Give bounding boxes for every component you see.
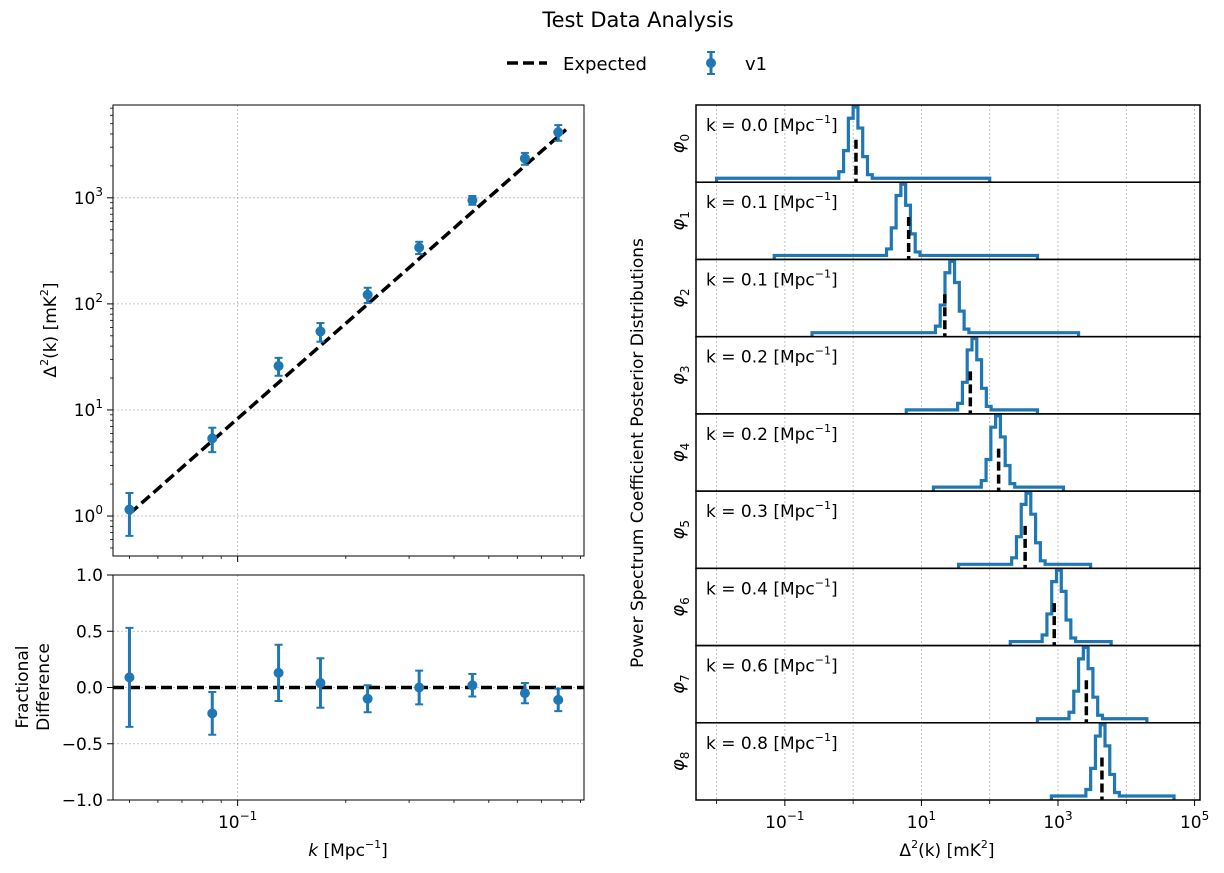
legend-series-label: v1 <box>745 54 767 75</box>
bottom-xlabel: k [Mpc−1] <box>308 838 388 861</box>
posterior-phi-label: φ5 <box>668 520 692 540</box>
posterior-phi-label: φ3 <box>668 366 692 386</box>
data-point <box>519 153 530 164</box>
posterior-phi-label: φ4 <box>668 443 692 463</box>
posterior-phi-label: φ1 <box>668 211 692 231</box>
posterior-histogram <box>772 182 1040 260</box>
data-point <box>207 433 218 444</box>
top-frame <box>112 104 585 557</box>
right-xtick-label: 101 <box>907 809 936 833</box>
data-point <box>467 195 478 206</box>
data-point <box>553 127 564 138</box>
right-xlabel: Δ2(k) [mK2] <box>899 838 994 861</box>
bottom-ytick-label: 0.0 <box>76 679 103 699</box>
figure-title: Test Data Analysis <box>541 8 733 32</box>
posterior-k-label: k = 0.0 [Mpc−1] <box>706 113 838 136</box>
data-point <box>362 693 373 704</box>
right-xtick-label: 103 <box>1043 809 1072 833</box>
posterior-k-label: k = 0.3 [Mpc−1] <box>706 499 838 522</box>
posterior-phi-label: φ2 <box>668 288 692 308</box>
bottom-ylabel-line1: Fractional <box>13 646 33 729</box>
bottom-xtick-label: 10−1 <box>218 809 257 833</box>
posterior-histogram <box>956 491 1093 569</box>
data-point <box>414 682 425 693</box>
data-point <box>414 242 425 253</box>
posterior-histogram <box>904 337 1040 414</box>
legend: Expected v1 <box>507 51 767 75</box>
posterior-histogram <box>1008 568 1113 646</box>
posterior-k-label: k = 0.2 [Mpc−1] <box>706 345 838 368</box>
data-point <box>315 678 326 688</box>
posterior-k-label: k = 0.1 [Mpc−1] <box>706 267 838 290</box>
legend-series-marker <box>706 58 716 68</box>
data-point <box>553 694 564 705</box>
data-point <box>467 680 478 691</box>
posterior-k-label: k = 0.2 [Mpc−1] <box>706 422 838 445</box>
data-point <box>362 289 373 300</box>
data-point <box>315 326 326 337</box>
posterior-panel-frame <box>695 722 1201 801</box>
expected-line <box>128 128 568 516</box>
bottom-ytick-label: 0.5 <box>76 622 103 642</box>
data-point <box>124 504 135 515</box>
posterior-histogram <box>1049 723 1176 800</box>
right-xtick-label: 10−1 <box>765 809 804 833</box>
top-ytick-label: 102 <box>74 291 103 315</box>
posterior-k-label: k = 0.6 [Mpc−1] <box>706 654 838 677</box>
data-point <box>519 688 530 699</box>
bottom-ytick-label: 1.0 <box>76 566 103 586</box>
top-ylabel: Δ2(k) [mK2] <box>38 282 61 377</box>
posterior-k-label: k = 0.8 [Mpc−1] <box>706 731 838 754</box>
top-ytick-label: 101 <box>74 397 103 421</box>
power-spectrum-panel: 100 101 102 103 <box>74 104 585 562</box>
bottom-ytick-label: −1.0 <box>62 791 103 811</box>
posterior-k-label: k = 0.1 [Mpc−1] <box>706 190 838 213</box>
posterior-panel: 10−1 101 103 105 k = 0.0 [Mpc−1] φ0 k = 0.1 [M… <box>668 104 1209 833</box>
data-point <box>273 667 284 678</box>
data-point <box>124 672 135 683</box>
posterior-k-label: k = 0.4 [Mpc−1] <box>706 576 838 599</box>
data-point <box>207 708 218 719</box>
fractional-difference-panel: −1.0 −0.5 0.0 0.5 1.0 10−1 <box>62 566 585 833</box>
posterior-histogram <box>810 259 1081 337</box>
right-xtick-label: 105 <box>1180 809 1209 833</box>
right-ylabel: Power Spectrum Coefficient Posterior Dis… <box>628 238 648 668</box>
legend-expected-label: Expected <box>563 54 647 75</box>
bottom-ylabel-line2: Difference <box>34 643 54 731</box>
posterior-phi-label: φ7 <box>668 674 692 694</box>
posterior-phi-label: φ6 <box>668 597 692 617</box>
data-point <box>273 360 284 371</box>
bottom-frame <box>112 574 585 801</box>
top-ytick-label: 100 <box>74 503 103 527</box>
posterior-phi-label: φ8 <box>668 752 692 772</box>
posterior-phi-label: φ0 <box>668 134 692 154</box>
posterior-histogram <box>714 105 992 183</box>
posterior-histogram <box>931 414 1066 492</box>
bottom-ytick-label: −0.5 <box>62 735 103 755</box>
posterior-histogram <box>1035 645 1149 723</box>
top-ytick-label: 103 <box>74 185 103 209</box>
